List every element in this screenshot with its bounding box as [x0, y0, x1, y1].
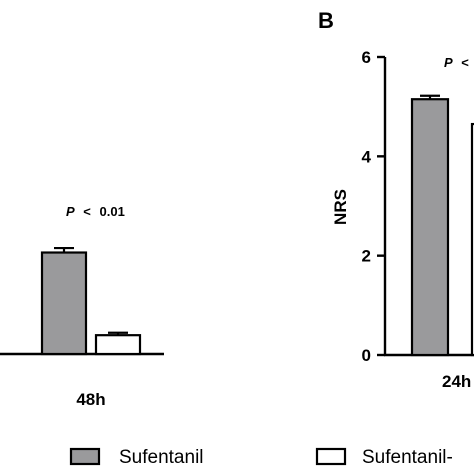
panel-b-significance-p: P [444, 55, 453, 70]
panel-b-y-tick-label-2: 2 [362, 247, 371, 266]
panel-b-label: B [318, 8, 334, 33]
panel-a-plot: 48h P < 0.01 [0, 204, 164, 409]
panel-a-bars [40, 246, 142, 356]
panel-b-y-tick-label-6: 6 [362, 48, 371, 67]
panel-b-y-tick-label-4: 4 [362, 147, 372, 166]
legend-label-sufentanil-2: Sufentanil- [362, 447, 453, 468]
panel-b-bar-sufentanil [410, 98, 450, 357]
panel-b-y-axis-label: NRS [331, 189, 350, 225]
panel-b-bar-sufentanil-2 [470, 122, 474, 357]
panel-a-significance: P < 0.01 [66, 204, 125, 219]
panel-b-ticks: 0 2 4 6 [362, 48, 385, 365]
panel-b-category-label: 24h [442, 372, 471, 391]
panel-b-plot: B 0 2 4 6 NRS 24h P < [318, 8, 474, 391]
panel-a-category-label: 48h [76, 390, 105, 409]
panel-b-significance: P < [444, 55, 469, 70]
panel-a-significance-value: 0.01 [100, 204, 125, 219]
panel-a-significance-op: < [83, 204, 91, 219]
panel-b-significance-op: < [461, 55, 469, 70]
panel-a-bar-sufentanil-2 [94, 334, 142, 356]
legend-swatch-sufentanil-2 [315, 447, 347, 466]
legend-label-sufentanil: Sufentanil [119, 447, 204, 468]
panel-b-y-tick-label-0: 0 [362, 346, 371, 365]
panel-b-bars [410, 94, 474, 357]
legend: Sufentanil Sufentanil- [69, 447, 453, 468]
panel-a-significance-p: P [66, 204, 75, 219]
panel-a-bar-sufentanil [40, 251, 88, 356]
legend-swatch-sufentanil [69, 447, 101, 466]
